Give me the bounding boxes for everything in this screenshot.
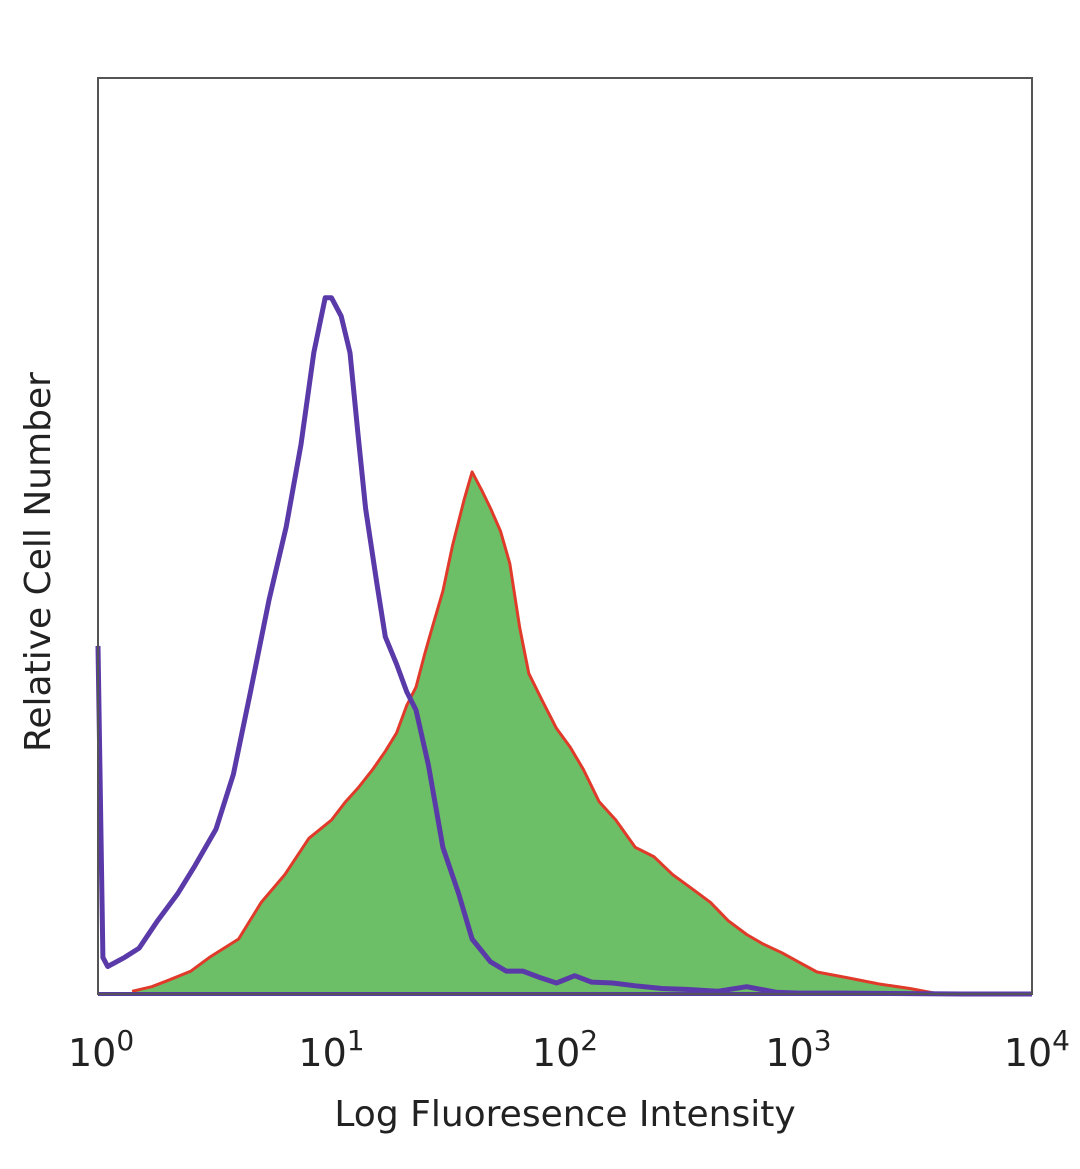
x-axis-ticks: 100 101 102 103 104 (68, 1024, 1070, 1075)
x-tick-label: 102 (532, 1024, 598, 1075)
x-axis-label: Log Fluoresence Intensity (334, 1094, 795, 1135)
x-tick-exponent: 0 (116, 1024, 134, 1057)
sample-histogram-outline (131, 470, 940, 996)
x-tick-exponent: 4 (1052, 1024, 1070, 1057)
x-tick-base: 10 (68, 1031, 116, 1075)
x-tick-base: 10 (298, 1031, 346, 1075)
x-tick-label: 101 (298, 1024, 364, 1075)
x-tick-base: 10 (765, 1031, 813, 1075)
x-tick-exponent: 2 (580, 1024, 598, 1057)
x-tick-base: 10 (1004, 1031, 1052, 1075)
sample-histogram-fill (132, 471, 940, 994)
x-tick-exponent: 3 (814, 1024, 832, 1057)
plot-frame (97, 77, 1033, 995)
x-tick-label: 103 (765, 1024, 831, 1075)
x-tick-label: 104 (1004, 1024, 1070, 1075)
x-tick-exponent: 1 (347, 1024, 365, 1057)
control-histogram-line (95, 295, 1032, 997)
y-axis-label: Relative Cell Number (18, 372, 59, 752)
x-tick-base: 10 (532, 1031, 580, 1075)
x-tick-label: 100 (68, 1024, 134, 1075)
plot-area (95, 295, 1032, 997)
